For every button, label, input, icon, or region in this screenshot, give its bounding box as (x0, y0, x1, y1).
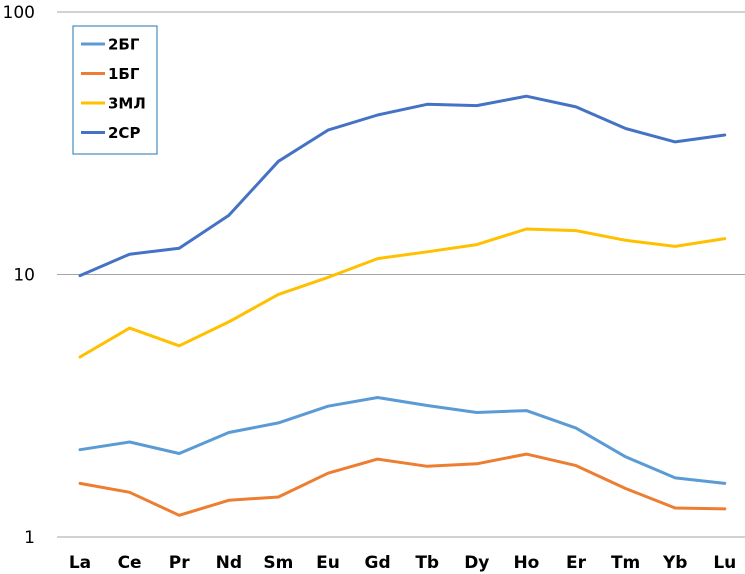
x-tick-label: Er (566, 553, 587, 573)
series-line-1 (78, 396, 727, 485)
legend-label: 2БГ (108, 36, 140, 54)
x-tick-label: Ho (513, 553, 539, 573)
x-tick-label: Gd (365, 553, 391, 573)
legend: 2БГ 1БГ 3МЛ 2СР (72, 25, 158, 155)
x-axis-ticks: La Ce Pr Nd Sm Eu Gd Tb Dy Ho Er Tm Yb Lu (69, 553, 736, 573)
series-lines (78, 94, 727, 517)
x-tick-label: Nd (216, 553, 242, 573)
x-tick-label: Dy (464, 553, 489, 573)
x-tick-label: Yb (662, 553, 687, 573)
x-tick-label: Tb (415, 553, 439, 573)
series-line-2 (78, 452, 727, 517)
x-tick-label: Tm (611, 553, 640, 573)
x-tick-label: Lu (713, 553, 736, 573)
x-tick-label: Eu (316, 553, 340, 573)
x-tick-label: Pr (169, 553, 190, 573)
y-tick-label: 1 (24, 528, 35, 548)
series-line-4 (78, 94, 727, 278)
y-tick-label: 100 (3, 3, 35, 23)
series-line-3 (78, 227, 727, 359)
gridlines (57, 11, 745, 538)
y-tick-label: 10 (13, 266, 35, 286)
legend-label: 1БГ (108, 65, 140, 83)
x-tick-label: Sm (263, 553, 293, 573)
x-tick-label: Ce (118, 553, 142, 573)
legend-label: 3МЛ (108, 95, 146, 113)
x-tick-label: La (69, 553, 91, 573)
y-axis-ticks: 1 10 100 (3, 3, 35, 548)
legend-label: 2СР (108, 124, 140, 142)
